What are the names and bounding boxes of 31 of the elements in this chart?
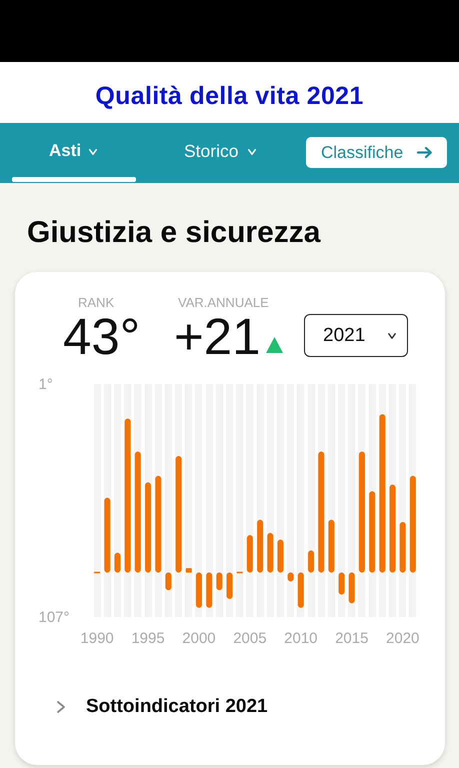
text: Classifiche bbox=[321, 142, 404, 162]
bar bbox=[246, 535, 253, 573]
bar bbox=[257, 520, 264, 573]
chart-subtitle: Giustizia e sicurezza bbox=[27, 214, 320, 250]
bar bbox=[400, 522, 406, 573]
bar bbox=[308, 550, 314, 573]
x-tick-label: 1990 bbox=[80, 630, 114, 647]
text: Sottoindicatori 2021 bbox=[86, 694, 268, 718]
chart-title: Qualità della vita 2021 bbox=[95, 80, 364, 112]
bar bbox=[104, 498, 110, 573]
bar bbox=[196, 572, 202, 608]
text: 2021 bbox=[323, 324, 366, 348]
bar bbox=[226, 572, 233, 599]
x-tick-label: 1995 bbox=[131, 630, 165, 647]
bar bbox=[298, 572, 304, 608]
bar bbox=[186, 568, 192, 573]
x-tick-label: 2000 bbox=[182, 630, 216, 647]
bar bbox=[277, 540, 284, 573]
bar bbox=[338, 572, 345, 595]
bar bbox=[267, 532, 274, 573]
y-tick-label: 1° bbox=[38, 376, 53, 393]
text: Asti bbox=[49, 140, 82, 161]
bar bbox=[348, 572, 355, 604]
text: Storico bbox=[184, 140, 238, 162]
x-tick-label: 2020 bbox=[386, 630, 420, 647]
y-tick-label: 107° bbox=[38, 609, 70, 626]
bar bbox=[206, 572, 212, 608]
x-tick-label: 2010 bbox=[284, 630, 318, 647]
bar bbox=[328, 520, 334, 573]
x-tick-label: 2005 bbox=[233, 630, 267, 647]
x-tick-label: 2015 bbox=[335, 630, 368, 647]
